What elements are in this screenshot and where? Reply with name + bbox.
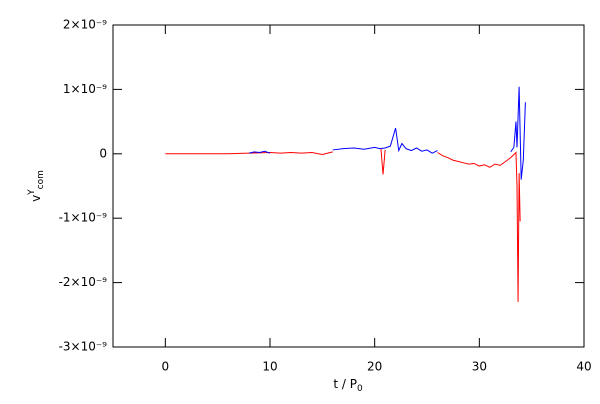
data-line — [248, 86, 526, 180]
x-tick-label: 20 — [367, 360, 382, 374]
y-tick-label: 2×10⁻⁹ — [63, 18, 107, 32]
y-tick-label: -1×10⁻⁹ — [59, 211, 108, 225]
x-axis-label: t / P0 — [333, 377, 363, 394]
x-tick-label: 30 — [472, 360, 487, 374]
y-tick-label: -2×10⁻⁹ — [59, 275, 108, 289]
y-label-base: v — [29, 195, 43, 202]
y-tick-label: -3×10⁻⁹ — [59, 340, 108, 354]
y-tick-label: 1×10⁻⁹ — [63, 82, 107, 96]
x-tick-label: 40 — [576, 360, 591, 374]
plot-frame — [112, 24, 585, 348]
data-line — [165, 148, 521, 302]
x-tick-label: 10 — [262, 360, 277, 374]
y-axis-label: vYcom — [27, 170, 46, 202]
x-label-base: t / P — [333, 377, 357, 391]
x-label-sub: 0 — [357, 384, 363, 394]
x-tick-label: 0 — [162, 360, 170, 374]
y-tick-label: 0 — [99, 146, 107, 160]
y-label-sub: com — [36, 170, 46, 189]
y-label-sup: Y — [27, 189, 37, 196]
